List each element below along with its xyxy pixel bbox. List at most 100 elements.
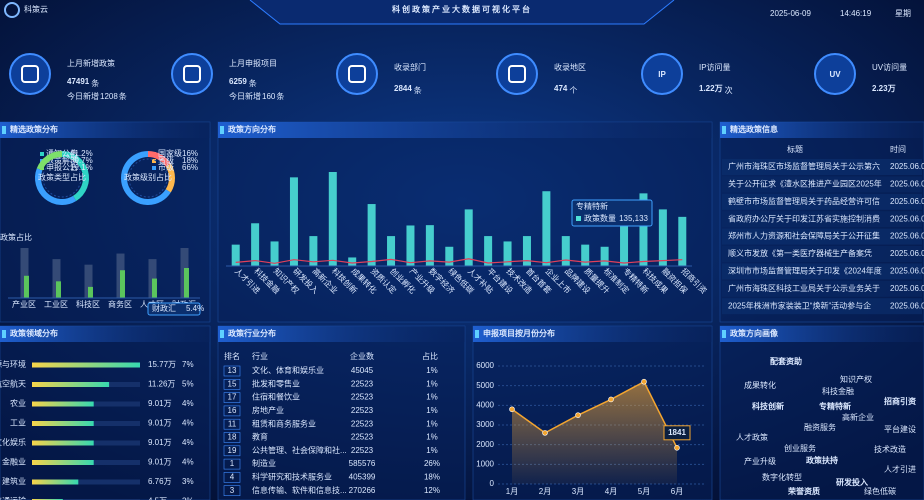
share: 26% (424, 459, 440, 468)
legend-label: 省级 (158, 155, 174, 165)
page-title: 科创政策产业大数据可视化平台 (392, 4, 532, 14)
rank-box (223, 378, 241, 390)
legend-swatch (40, 166, 44, 170)
company-count: 22523 (351, 419, 374, 428)
bar (32, 479, 79, 485)
point (575, 412, 581, 418)
word: 人才引进 (884, 464, 916, 474)
bar (367, 204, 376, 266)
legend-swatch (40, 152, 44, 156)
bar (600, 246, 609, 266)
word: 知识产权 (840, 374, 872, 384)
industry: 文化、体育和娱乐业 (252, 365, 324, 375)
rank-box (223, 485, 241, 497)
table-row (722, 280, 922, 297)
chart-title: 政策占比 (0, 232, 32, 242)
panel (0, 325, 211, 500)
panel-header-mark (220, 126, 224, 134)
pie-center-label: 政策类型占比 (38, 172, 86, 182)
point (608, 396, 614, 403)
word: 专精特新 (819, 401, 851, 411)
industry: 科学研究和技术服务业 (252, 472, 332, 482)
bar (88, 286, 93, 298)
trend-line (235, 258, 683, 264)
word: 政策扶持 (806, 455, 838, 465)
legend-label: 国家级 (158, 148, 182, 158)
share: 1% (426, 393, 438, 402)
word: 产业升级 (744, 456, 776, 466)
pie-slice (121, 151, 171, 205)
panel-header (0, 326, 210, 342)
word: 技术改造 (874, 444, 906, 454)
stat-unit: 条 (249, 78, 257, 88)
policy-date: 2025.06.0 (890, 180, 924, 189)
stat-label: 收录地区 (554, 62, 586, 72)
company-count: 22523 (351, 393, 374, 402)
stat-value: 1.22万 (699, 84, 723, 93)
bar (620, 225, 629, 266)
stat-unit: 条 (91, 78, 99, 88)
rank: 13 (228, 366, 237, 375)
legend-label: 政策解读 (46, 155, 78, 165)
bar (387, 236, 396, 266)
panel-header (218, 326, 465, 342)
legend-swatch (152, 159, 156, 163)
pie-center-label: 政策级别占比 (124, 172, 172, 182)
point (509, 406, 515, 413)
value-label: 11.26万 (148, 380, 175, 389)
panel-title: 政策领域分布 (10, 328, 58, 338)
stat-unit: 条 (414, 85, 422, 95)
row-label: 资源与环境 (0, 359, 26, 369)
bar (542, 191, 551, 266)
rank: 17 (228, 393, 237, 402)
time: 14:46:19 (840, 9, 872, 18)
policy-title: 2025年株洲市家装装卫“焕新”活动参与企 (728, 300, 871, 310)
stat-icon (336, 53, 378, 95)
bar (406, 225, 415, 266)
bar (20, 248, 29, 298)
bar (522, 236, 531, 266)
policy-title: 鹤壁市市场监督管理局关于药品经营许可信 (728, 196, 880, 206)
bar-track (32, 479, 140, 485)
share: 1% (426, 379, 438, 388)
area (512, 381, 677, 484)
word: 平台建设 (884, 424, 916, 434)
tooltip-value: 135,133 (619, 214, 648, 223)
panel-title: 政策行业分布 (228, 328, 276, 338)
legend-value: 16% (182, 149, 198, 158)
bar (678, 216, 687, 266)
bar (152, 278, 157, 298)
x-tick-label: 商务区 (108, 299, 132, 309)
bar (251, 223, 260, 266)
share-label: 4% (182, 399, 194, 408)
company-count: 22523 (351, 379, 374, 388)
industry: 房地产业 (252, 405, 284, 415)
rank: 16 (228, 406, 237, 415)
bar (639, 193, 648, 266)
bar (56, 281, 61, 298)
stat-sub-unit: 条 (119, 91, 127, 101)
stat-icon-text: IP (658, 70, 666, 79)
tooltip (147, 302, 201, 316)
point (674, 444, 680, 451)
stat-value: 2844 (394, 84, 412, 93)
bar (658, 209, 667, 266)
stat-label: UV访问量 (872, 62, 907, 72)
panel-header-mark (722, 330, 726, 338)
panel-header (473, 326, 712, 342)
stat-sub-value: 160 (262, 92, 276, 101)
pie-slice (35, 168, 77, 205)
share-label: 4% (182, 438, 194, 447)
value-label: 9.01万 (148, 458, 172, 467)
panel-header (218, 122, 712, 138)
policy-date: 2025.06.0 (890, 232, 924, 241)
rank: 19 (228, 446, 237, 455)
word: 研发投入 (836, 477, 868, 487)
table-header: 占比 (422, 351, 438, 361)
x-tick-label: 工业区 (44, 299, 68, 309)
company-count: 45045 (351, 366, 374, 375)
share: 12% (424, 486, 440, 495)
policy-title: 省政府办公厅关于印发江苏省实施控制消费 (728, 213, 880, 223)
panel-header-mark (2, 126, 6, 134)
